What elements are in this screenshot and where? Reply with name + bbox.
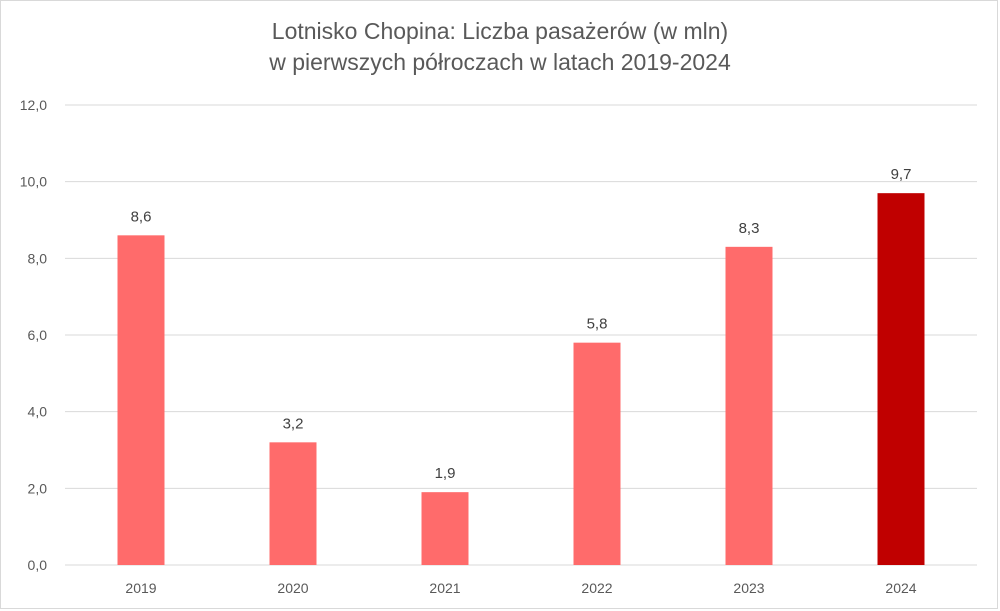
bar	[269, 442, 317, 565]
x-tick-label: 2024	[885, 580, 916, 596]
data-label: 9,7	[891, 166, 912, 183]
chart-title-line2: w pierwszych półroczach w latach 2019-20…	[269, 49, 731, 75]
y-tick-label: 12,0	[20, 97, 47, 113]
y-tick-label: 8,0	[28, 250, 48, 266]
x-tick-label: 2022	[581, 580, 612, 596]
x-tick-label: 2021	[429, 580, 460, 596]
bar	[877, 193, 925, 565]
bar	[421, 492, 469, 565]
y-tick-label: 10,0	[20, 174, 47, 190]
bar	[573, 342, 621, 565]
data-label: 3,2	[283, 415, 304, 432]
chart-title: Lotnisko Chopina: Liczba pasażerów (w ml…	[0, 16, 1000, 78]
y-tick-label: 6,0	[28, 327, 48, 343]
chart-title-line1: Lotnisko Chopina: Liczba pasażerów (w ml…	[271, 18, 729, 44]
bar	[725, 246, 773, 566]
bar	[117, 235, 165, 566]
y-tick-label: 2,0	[28, 480, 48, 496]
y-tick-label: 0,0	[28, 557, 48, 573]
data-label: 5,8	[587, 316, 608, 333]
data-label: 8,3	[739, 220, 760, 237]
x-tick-label: 2023	[733, 580, 764, 596]
data-label: 1,9	[435, 465, 456, 482]
data-label: 8,6	[131, 208, 152, 225]
y-tick-label: 4,0	[28, 404, 48, 420]
x-tick-label: 2019	[125, 580, 156, 596]
x-tick-label: 2020	[277, 580, 308, 596]
